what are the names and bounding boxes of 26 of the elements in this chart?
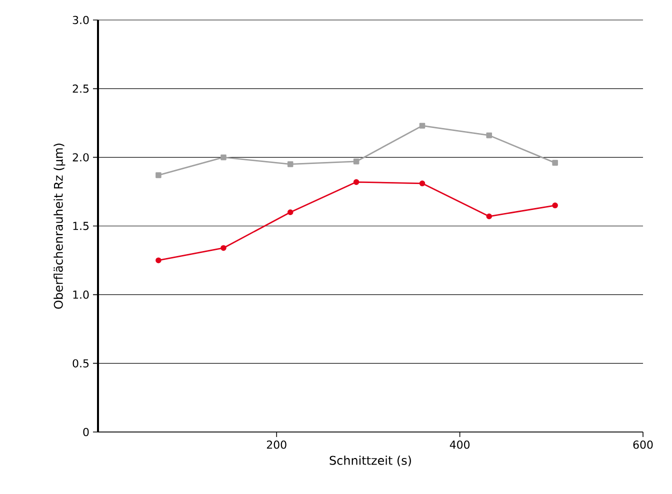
point [486,213,492,220]
y-tick-label: 3.0 [72,16,89,24]
y-tick-label: 1.0 [73,290,89,299]
point [156,172,162,178]
x-tick-label: 200 [266,440,286,449]
point [353,179,360,185]
y-tick-label: 0.5 [72,359,89,368]
x-tick-label: 600 [633,440,653,449]
y-tick-label: 0 [83,428,89,436]
point [419,180,426,186]
y-tick-label: 2.0 [72,153,89,162]
x-axis-title: Schnittzeit (s) [330,456,411,466]
y-axis-title: Oberflächenrauheit Rz (µm) [54,144,66,309]
x-tick-label: 400 [450,440,470,449]
y-tick-label: 2.5 [72,84,89,93]
point [419,122,426,129]
point [552,160,558,166]
point [552,202,558,208]
point [486,132,492,138]
point [220,154,226,160]
point [287,161,294,168]
y-tick-label: 1.5 [73,222,89,230]
point [353,158,360,164]
point [220,245,226,251]
point [287,209,294,216]
point [156,257,162,264]
